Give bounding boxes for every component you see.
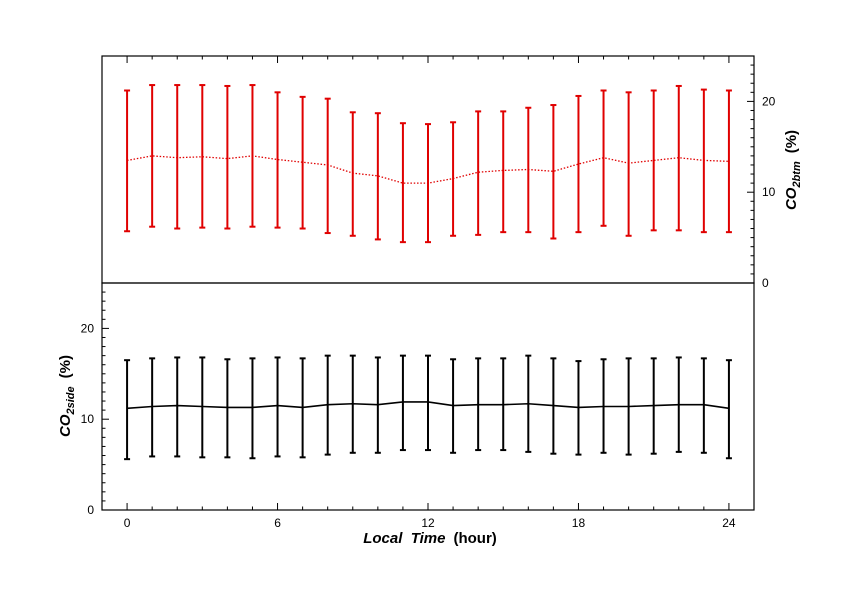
- x-tick-label: 24: [722, 516, 736, 530]
- top-y-tick-label: 10: [762, 185, 776, 199]
- x-axis-title-unit: (hour): [453, 530, 496, 547]
- x-axis-title: Local Time (hour): [363, 530, 497, 547]
- x-axis-title-main: Local Time: [363, 530, 445, 547]
- top-y-axis-title-sub: 2btm: [791, 161, 803, 189]
- x-tick-label: 6: [274, 516, 281, 530]
- top-y-axis-title-unit: (%): [783, 130, 800, 153]
- top-mean-line: [126, 155, 729, 184]
- bottom-y-axis-title-sub: 2side: [65, 386, 77, 415]
- bottom-y-tick-label: 0: [87, 503, 94, 517]
- x-tick-label: 12: [421, 516, 435, 530]
- bottom-y-tick-label: 20: [81, 321, 95, 335]
- top-y-axis-title-main: CO: [783, 187, 800, 210]
- top-y-tick-label: 0: [762, 276, 769, 290]
- x-tick-label: 18: [572, 516, 586, 530]
- top-y-axis-title: CO2btm (%): [783, 130, 803, 210]
- bottom-mean-line: [127, 401, 730, 410]
- bottom-y-tick-label: 10: [81, 412, 95, 426]
- bottom-y-axis-title-unit: (%): [57, 355, 74, 378]
- bottom-y-axis-title: CO2side (%): [57, 355, 77, 437]
- chart-marks: 0 10 20 0 10 20 0 6 12 18 24: [81, 55, 776, 530]
- top-y-tick-label: 20: [762, 94, 776, 108]
- x-tick-label: 0: [124, 516, 131, 530]
- bottom-y-axis-title-main: CO: [57, 414, 74, 437]
